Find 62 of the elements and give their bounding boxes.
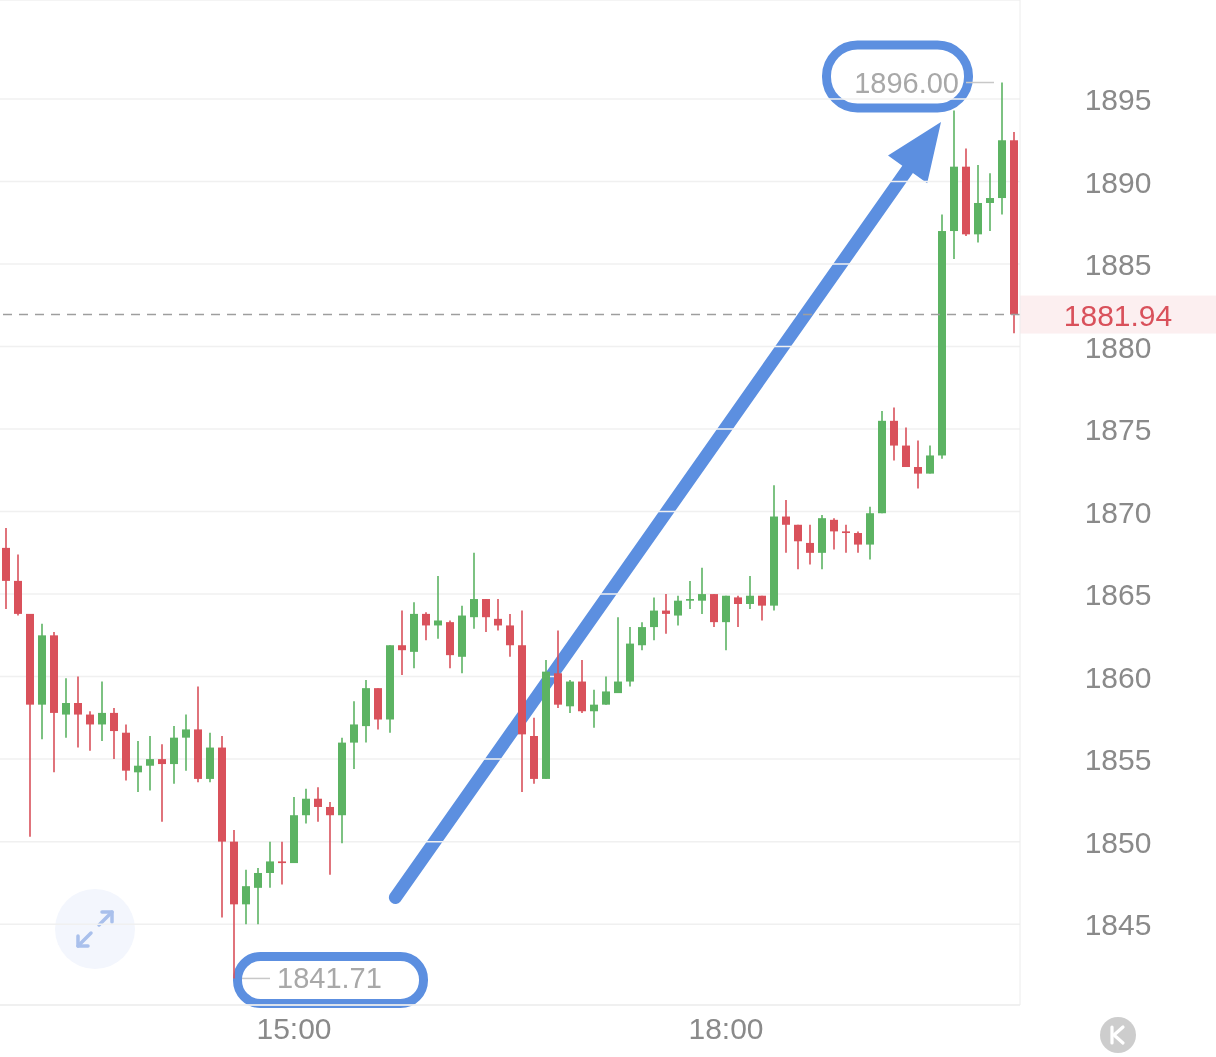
candlestick (134, 740, 142, 793)
candlestick (506, 613, 514, 658)
annotation: 1896.00 (854, 66, 959, 99)
candlestick (674, 594, 682, 627)
y-tick-label: 1865 (1084, 577, 1152, 611)
candlestick (650, 596, 658, 642)
y-tick-label: 1860 (1084, 660, 1152, 694)
candlestick (602, 675, 610, 706)
candlestick (758, 594, 766, 622)
candlestick (638, 621, 646, 651)
candlestick (614, 616, 622, 694)
candlestick (902, 426, 910, 468)
candlestick (830, 517, 838, 551)
candlestick (734, 594, 742, 628)
candlestick (146, 735, 154, 792)
candlestick (278, 840, 286, 886)
y-tick-label: 1870 (1084, 495, 1152, 529)
candlestick (86, 710, 94, 752)
candlestick (590, 689, 598, 729)
candlestick (806, 523, 814, 566)
candlestick (158, 743, 166, 823)
candlestick (422, 611, 430, 642)
candlestick (794, 523, 802, 571)
candlestick (110, 707, 118, 760)
candlestick (986, 172, 994, 232)
candlestick (302, 788, 310, 825)
candlestick (662, 593, 670, 635)
candlestick (434, 575, 442, 640)
y-tick-label: 1895 (1084, 82, 1152, 116)
candlestick (98, 680, 106, 742)
candlestick (914, 439, 922, 490)
x-tick-label: 18:00 (688, 1011, 764, 1045)
candlestick (326, 801, 334, 876)
annotation: 1841.71 (277, 962, 382, 995)
candlestick (350, 700, 358, 770)
candlestick (842, 523, 850, 554)
candlestick (494, 598, 502, 632)
candlestick (314, 786, 322, 823)
candlestick (398, 609, 406, 676)
y-tick-label: 1885 (1084, 247, 1152, 281)
y-tick-label: 1845 (1084, 907, 1152, 941)
y-tick-label: 1880 (1084, 330, 1152, 364)
candlestick (482, 598, 490, 633)
candlestick (782, 499, 790, 554)
candlestick (266, 840, 274, 889)
candlestick (62, 677, 70, 739)
candlestick (470, 552, 478, 630)
x-tick-label: 15:00 (256, 1011, 332, 1045)
candlestick (854, 530, 862, 554)
y-tick-label: 1855 (1084, 742, 1152, 776)
y-tick-label: 1890 (1084, 165, 1152, 199)
y-tick-label: 1850 (1084, 825, 1152, 859)
candlestick (242, 868, 250, 925)
ref-line-label: 1881.94 (1063, 298, 1173, 332)
y-tick-label: 1875 (1084, 412, 1152, 446)
candlestick (698, 566, 706, 615)
candlestick (74, 675, 82, 749)
candlestick (746, 575, 754, 610)
candlestick (926, 444, 934, 475)
candlestick (182, 713, 190, 772)
candlestick (686, 580, 694, 610)
candlestick (254, 867, 262, 925)
